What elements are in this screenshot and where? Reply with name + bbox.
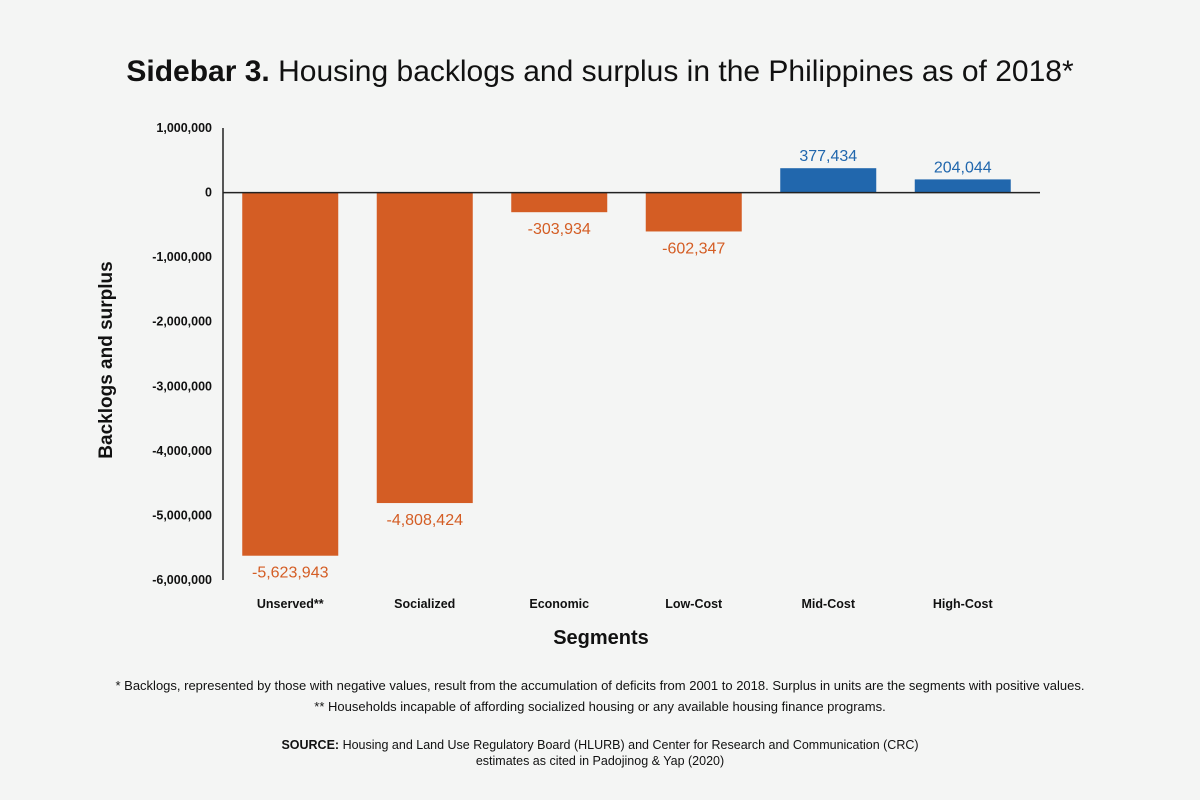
source-line-1: Housing and Land Use Regulatory Board (H… — [342, 738, 919, 752]
x-axis-label: Segments — [553, 627, 649, 649]
data-label: -4,808,424 — [386, 512, 463, 529]
footnote-unserved: ** Households incapable of affording soc… — [314, 699, 886, 714]
source-note: SOURCE: Housing and Land Use Regulatory … — [0, 737, 1200, 769]
bar — [242, 192, 339, 556]
bars-group — [242, 168, 1011, 556]
y-tick-label: -3,000,000 — [152, 379, 212, 393]
x-tick-label: Unserved** — [257, 597, 324, 611]
chart-title-prefix: Sidebar 3. — [126, 55, 270, 88]
source-label: SOURCE: — [281, 738, 340, 752]
data-label: -303,934 — [528, 221, 591, 238]
chart-title: Sidebar 3. Housing backlogs and surplus … — [0, 52, 1200, 92]
bar — [780, 168, 877, 193]
bar — [914, 179, 1011, 193]
data-label: -5,623,943 — [252, 565, 329, 582]
y-axis-label: Backlogs and surplus — [96, 261, 117, 458]
footnote-backlogs: * Backlogs, represented by those with ne… — [115, 678, 1085, 693]
y-tick-label: -1,000,000 — [152, 250, 212, 264]
y-tick-label: 1,000,000 — [156, 121, 212, 135]
x-axis: Unserved** Socialized Economic Low-Cost Mid-… — [223, 191, 1040, 611]
data-label: 204,044 — [934, 159, 992, 176]
x-tick-label: Low-Cost — [665, 597, 723, 611]
chart-title-text: Housing backlogs and surplus in the Phil… — [278, 55, 1074, 88]
y-tick-label: -2,000,000 — [152, 315, 212, 329]
y-tick-label: -4,000,000 — [152, 444, 212, 458]
bar — [511, 192, 608, 213]
y-tick-label: -6,000,000 — [152, 573, 212, 587]
x-tick-label: Economic — [529, 597, 589, 611]
y-tick-label: -5,000,000 — [152, 508, 212, 522]
y-axis: 1,000,000 0 -1,000,000 -2,000,000 -3,000,000… — [152, 121, 224, 587]
x-tick-label: High-Cost — [933, 597, 994, 611]
bar — [376, 192, 473, 504]
bar — [645, 192, 742, 232]
x-tick-label: Socialized — [394, 597, 455, 611]
value-labels-group: -5,623,943 -4,808,424 -303,934 -602,347 377,… — [252, 148, 992, 582]
data-label: 377,434 — [799, 148, 857, 165]
x-tick-label: Mid-Cost — [802, 597, 856, 611]
y-tick-label: 0 — [205, 186, 212, 200]
data-label: -602,347 — [662, 240, 725, 257]
source-line-2: estimates as cited in Padojinog & Yap (2… — [475, 754, 725, 768]
